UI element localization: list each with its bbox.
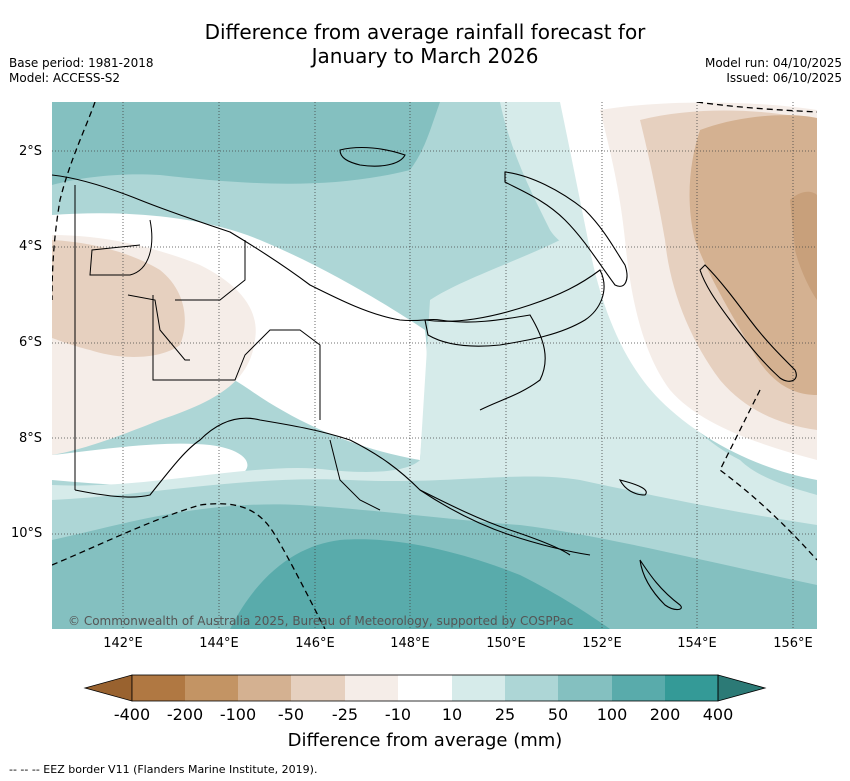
lat-label-6s: 6°S (19, 335, 43, 350)
colorbar-tick-neg200: -200 (166, 705, 204, 724)
title-line-2: January to March 2026 (311, 44, 539, 68)
coast-manus (339, 146, 406, 167)
coast-solomon (618, 479, 647, 496)
colorbar-seg-8 (505, 675, 558, 701)
colorbar-seg-9 (558, 675, 612, 701)
colorbar-seg-4 (291, 675, 345, 701)
colorbar-seg-11 (665, 675, 718, 701)
colorbar (83, 674, 767, 702)
chart-title: Difference from average rainfall forecas… (0, 20, 850, 68)
lat-label-10s: 10°S (11, 526, 43, 541)
eez-border-west (52, 102, 96, 301)
lon-label-142e: 142°E (103, 636, 143, 651)
field-white-southwest (52, 443, 248, 486)
border-province-3 (127, 294, 190, 361)
lon-label-148e: 148°E (390, 636, 430, 651)
colorbar-tick-neg25: -25 (331, 705, 359, 724)
issued-date: Issued: 06/10/2025 (726, 71, 842, 85)
coast-new-britain (424, 269, 605, 347)
grid-lines (52, 102, 817, 629)
copyright-notice: © Commonwealth of Australia 2025, Bureau… (68, 614, 574, 628)
field-brown-west-dark (52, 240, 185, 357)
colorbar-tick-neg10: -10 (384, 705, 412, 724)
colorbar-tick-100: 100 (596, 705, 628, 724)
colorbar-seg-6 (398, 675, 452, 701)
title-line-1: Difference from average rainfall forecas… (204, 20, 646, 44)
colorbar-seg-10 (612, 675, 665, 701)
lat-label-4s: 4°S (19, 239, 43, 254)
colorbar-tick-200: 200 (649, 705, 681, 724)
eez-borders (52, 102, 817, 629)
field-brown-east-3 (689, 115, 817, 395)
base-period: Base period: 1981-2018 (9, 56, 154, 70)
model-name: Model: ACCESS-S2 (9, 71, 121, 85)
colorbar-seg-3 (238, 675, 291, 701)
borders (74, 185, 381, 511)
coast-png-tail (419, 489, 571, 556)
colorbar-tick-neg400: -400 (113, 705, 151, 724)
colorbar-tick-50: 50 (547, 705, 569, 724)
colorbar-seg-7 (452, 675, 505, 701)
coast-new-guinea-south (74, 417, 591, 556)
border-province-5 (329, 439, 381, 511)
colorbar-tick-neg50: -50 (277, 705, 305, 724)
colorbar-label: Difference from average (mm) (287, 730, 563, 751)
coast-new-ireland (504, 171, 628, 287)
colorbar-seg-2 (185, 675, 238, 701)
colorbar-arrow-left (83, 674, 133, 702)
colorbar-arrow-right (717, 674, 767, 702)
field-south-darkest (230, 539, 610, 629)
lat-label-8s: 8°S (19, 431, 43, 446)
border-province-2 (152, 295, 321, 420)
colorbar-seg-1 (132, 675, 185, 701)
coastlines (52, 146, 797, 611)
coast-new-guinea-north (52, 174, 441, 322)
border-province-4 (175, 240, 246, 301)
border-province-1 (89, 219, 153, 276)
colorbar-tick-400: 400 (702, 705, 734, 724)
colorbar-tick-25: 25 (494, 705, 516, 724)
coast-huon-peninsula (439, 314, 546, 411)
lon-label-146e: 146°E (295, 636, 335, 651)
field-brown-east-4 (790, 191, 817, 300)
eez-border-northeast (696, 102, 817, 113)
eez-border-southeast (719, 389, 817, 561)
coast-bougainville (699, 264, 797, 382)
colorbar-outline (131, 674, 719, 702)
lon-label-144e: 144°E (199, 636, 239, 651)
colorbar-tick-10: 10 (441, 705, 463, 724)
lon-label-150e: 150°E (486, 636, 526, 651)
lat-label-2s: 2°S (19, 144, 43, 159)
eez-footnote: -- -- -- EEZ border V11 (Flanders Marine… (9, 763, 318, 776)
model-run: Model run: 04/10/2025 (704, 56, 842, 70)
lon-label-156e: 156°E (773, 636, 813, 651)
meta-right: Model run: 04/10/2025 Issued: 06/10/2025 (705, 56, 842, 86)
colorbar-tick-neg100: -100 (219, 705, 257, 724)
colorbar-seg-5 (345, 675, 398, 701)
field-band-nw (52, 102, 440, 185)
meta-left: Base period: 1981-2018 Model: ACCESS-S2 (9, 56, 154, 86)
map-field (52, 102, 817, 629)
coast-islands-se (639, 559, 682, 611)
lon-label-152e: 152°E (582, 636, 622, 651)
lon-label-154e: 154°E (677, 636, 717, 651)
